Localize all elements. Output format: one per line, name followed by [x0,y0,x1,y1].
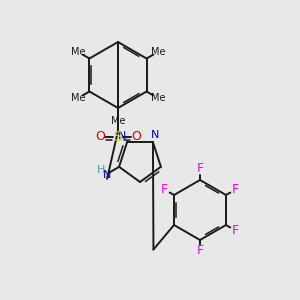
Text: S: S [114,130,122,144]
Text: F: F [232,183,239,196]
Text: N: N [151,130,159,140]
Text: F: F [232,224,239,237]
Text: Me: Me [151,47,165,57]
Text: F: F [196,244,204,257]
Text: Me: Me [71,47,86,57]
Text: O: O [95,130,105,143]
Text: H: H [97,165,105,175]
Text: F: F [196,163,204,176]
Text: N: N [118,131,126,141]
Text: O: O [131,130,141,143]
Text: N: N [103,170,111,180]
Text: Me: Me [71,93,86,103]
Text: F: F [161,183,168,196]
Text: Me: Me [151,93,165,103]
Text: Me: Me [111,116,125,126]
